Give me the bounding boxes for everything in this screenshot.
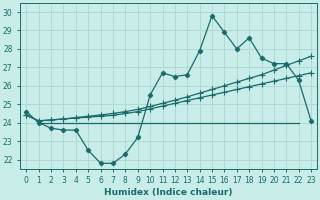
X-axis label: Humidex (Indice chaleur): Humidex (Indice chaleur) bbox=[104, 188, 233, 197]
